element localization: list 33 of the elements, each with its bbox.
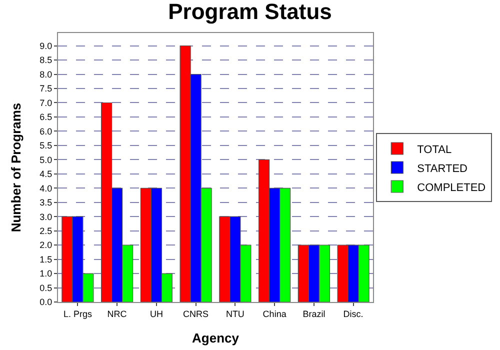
y-tick-label: 3.0 (40, 212, 52, 222)
legend-label: COMPLETED (417, 182, 486, 194)
y-tick-label: 7.5 (40, 84, 52, 94)
y-tick-label: 2.5 (40, 226, 52, 236)
y-tick-label: 9.0 (40, 40, 52, 51)
y-tick-label: 8.5 (40, 55, 52, 66)
y-tick-label: 8.0 (40, 69, 52, 80)
x-tick-label: China (262, 308, 286, 319)
x-axis-title: Agency (192, 330, 240, 346)
y-tick-label: 5.0 (40, 154, 52, 165)
x-tick-label: NRC (107, 308, 128, 319)
y-tick-label: 3.5 (40, 198, 52, 208)
x-tick-label: NTU (226, 308, 244, 319)
legend-label: STARTED (417, 162, 468, 175)
y-tick-label: 0.5 (40, 282, 52, 293)
x-tick-label: L. Prgs (63, 308, 92, 319)
y-tick-label: 5.5 (40, 140, 52, 151)
y-tick-label: 1.0 (40, 268, 52, 279)
y-tick-label: 6.0 (40, 126, 52, 136)
y-tick-label: 6.5 (40, 112, 52, 122)
y-axis-title: Number of Programs (8, 102, 24, 232)
chart-title: Program Status (168, 0, 332, 24)
y-tick-label: 2.0 (40, 240, 52, 250)
y-tick-label: 1.5 (40, 254, 52, 264)
x-tick-label: Brazil (302, 308, 326, 319)
legend-label: TOTAL (417, 144, 452, 156)
x-tick-label: Disc. (343, 308, 364, 319)
y-tick-label: 0.0 (40, 297, 52, 308)
y-tick-label: 7.0 (40, 98, 52, 108)
x-tick-label: UH (150, 308, 163, 319)
y-tick-label: 4.0 (40, 183, 52, 194)
x-tick-label: CNRS (183, 308, 209, 319)
y-tick-label: 4.5 (40, 169, 52, 180)
